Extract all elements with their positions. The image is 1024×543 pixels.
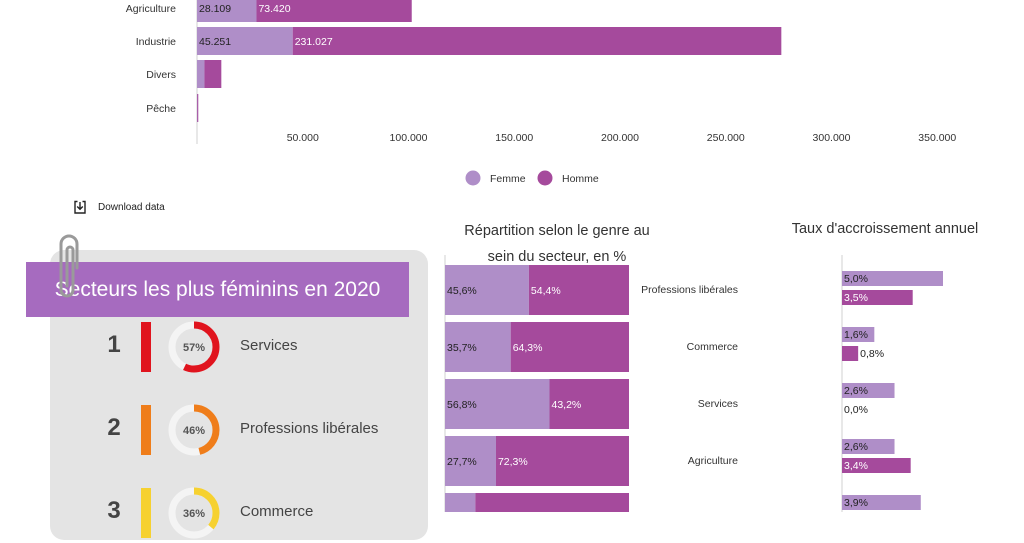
bar-segment-homme xyxy=(549,379,629,429)
bar-segment-homme xyxy=(475,493,629,512)
rank-number: 1 xyxy=(107,331,121,358)
download-data-button[interactable]: Download data xyxy=(72,199,165,215)
bar-segment-homme xyxy=(528,265,629,315)
data-label: 5,0% xyxy=(844,273,868,285)
bar-segment-femme xyxy=(445,493,476,512)
data-label: 2,6% xyxy=(844,385,868,397)
ranking-title: Secteurs les plus féminins en 2020 xyxy=(26,262,409,317)
data-label: 56,8% xyxy=(447,399,477,411)
legend-label-femme: Femme xyxy=(490,173,526,185)
category-label: Divers xyxy=(146,69,176,81)
data-label: 0,0% xyxy=(844,404,868,416)
data-label: 45.251 xyxy=(199,36,231,48)
percentage-donut: 46% xyxy=(168,404,220,456)
x-tick-label: 50.000 xyxy=(287,132,319,144)
data-label: 2,6% xyxy=(844,441,868,453)
rank-sector-name: Professions libérales xyxy=(240,420,379,437)
data-label: 28.109 xyxy=(199,3,231,15)
download-data-label: Download data xyxy=(98,201,165,213)
bar-segment-femme xyxy=(445,379,550,429)
growth-rate-chart-title: Taux d'accroissement annuel xyxy=(791,221,979,237)
data-label: 64,3% xyxy=(513,342,543,354)
x-tick-label: 200.000 xyxy=(601,132,639,144)
category-label: Agriculture xyxy=(126,3,176,15)
donut-percentage-label: 46% xyxy=(183,425,205,437)
donut-fill xyxy=(168,404,220,456)
bar-segment-femme xyxy=(197,0,257,22)
data-label: 54,4% xyxy=(531,285,561,297)
legend-label-homme: Homme xyxy=(562,173,599,185)
data-label: 231.027 xyxy=(295,36,333,48)
category-label: Services xyxy=(698,398,738,410)
ranking-item: 1 57% Services xyxy=(50,317,428,377)
category-label: Professions libérales xyxy=(641,284,738,296)
bar-segment-homme xyxy=(197,94,199,122)
download-icon xyxy=(74,200,86,214)
rank-color-bar xyxy=(141,322,151,372)
legend-marker-femme xyxy=(465,170,481,186)
bar-homme xyxy=(842,346,859,361)
percentage-donut: 36% xyxy=(168,487,220,539)
ranking-item: 2 46% Professions libérales xyxy=(50,400,428,460)
bar-segment-homme xyxy=(256,0,412,22)
legend-marker-homme xyxy=(537,170,553,186)
percentage-donut: 57% xyxy=(168,321,220,373)
category-label: Pêche xyxy=(146,103,176,115)
repartition-title-line-2: sein du secteur, en % xyxy=(487,249,627,265)
category-label: Commerce xyxy=(687,341,739,353)
x-tick-label: 150.000 xyxy=(495,132,533,144)
data-label: 0,8% xyxy=(860,348,884,360)
data-label: 1,6% xyxy=(844,329,868,341)
rank-number: 2 xyxy=(107,414,121,441)
bar-segment-femme xyxy=(197,27,293,55)
data-label: 3,5% xyxy=(844,292,868,304)
data-label: 72,3% xyxy=(498,456,528,468)
x-tick-label: 100.000 xyxy=(390,132,428,144)
bar-segment-femme xyxy=(445,436,496,486)
bar-femme xyxy=(842,327,875,342)
growth-rate-bar-chart: 5,0% 3,5% 1,6% 0,8% 2,6% 0,0% 2,6% 3,4% 3,9% xyxy=(841,255,943,512)
rank-sector-name: Services xyxy=(240,337,298,354)
repartition-bar-chart: 45,6% 54,4% Professions libérales 35,7% 64,3… xyxy=(444,255,739,512)
donut-fill xyxy=(168,321,220,373)
x-tick-label: 350.000 xyxy=(918,132,956,144)
donut-percentage-label: 36% xyxy=(183,508,205,520)
bar-femme xyxy=(842,271,943,286)
x-tick-label: 300.000 xyxy=(813,132,851,144)
rank-color-bar xyxy=(141,405,151,455)
bar-homme xyxy=(842,458,911,473)
data-label: 27,7% xyxy=(447,456,477,468)
data-label: 35,7% xyxy=(447,342,477,354)
bar-segment-homme xyxy=(510,322,629,372)
bar-segment-femme xyxy=(197,60,205,88)
data-label: 43,2% xyxy=(552,399,582,411)
category-label: Agriculture xyxy=(688,455,738,467)
paperclip-icon xyxy=(59,234,79,298)
bar-segment-homme xyxy=(204,60,222,88)
data-label: 3,9% xyxy=(844,497,868,509)
bar-segment-homme xyxy=(495,436,629,486)
donut-percentage-label: 57% xyxy=(183,342,205,354)
data-label: 45,6% xyxy=(447,285,477,297)
bar-segment-femme xyxy=(445,265,529,315)
data-label: 73.420 xyxy=(258,3,290,15)
data-label: 3,4% xyxy=(844,460,868,472)
repartition-chart-title: Répartition selon le genre au sein du se… xyxy=(442,218,672,270)
sector-gender-bar-chart: Agriculture 28.109 73.420 Industrie 45.251 23… xyxy=(126,0,956,186)
bar-segment-homme xyxy=(292,27,782,55)
bar-femme xyxy=(842,495,921,510)
x-tick-label: 250.000 xyxy=(707,132,745,144)
rank-color-bar xyxy=(141,488,151,538)
rank-number: 3 xyxy=(107,497,121,524)
category-label: Industrie xyxy=(136,36,176,48)
bar-homme xyxy=(842,290,913,305)
bar-femme xyxy=(842,439,895,454)
bar-femme xyxy=(842,383,895,398)
bar-segment-femme xyxy=(445,322,511,372)
repartition-title-line-1: Répartition selon le genre au xyxy=(464,223,650,239)
ranking-item: 3 36% Commerce xyxy=(50,483,428,543)
